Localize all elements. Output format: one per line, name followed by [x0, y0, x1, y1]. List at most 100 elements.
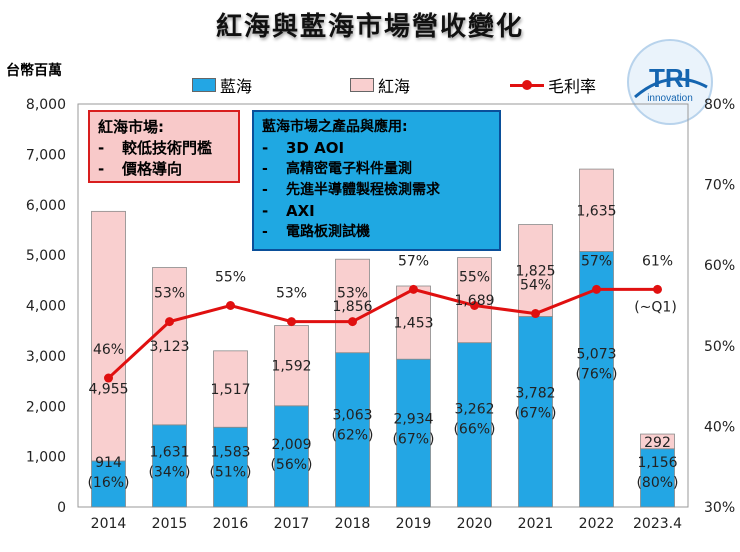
blue-ocean-item: - 高精密電子料件量測 — [262, 161, 412, 177]
bar-red-ocean — [274, 325, 309, 407]
gross-margin-point — [287, 317, 296, 327]
y-tick-label: 2,000 — [26, 399, 66, 415]
tri-logo: TRI innovation — [627, 39, 713, 125]
x-tick-label: 2019 — [396, 516, 432, 532]
x-tick-label: 2020 — [457, 516, 493, 532]
legend-blue-swatch — [192, 78, 216, 92]
value-label-blue-ocean: 2,009 — [271, 437, 311, 453]
gross-margin-point — [226, 301, 235, 310]
x-tick-label: 2014 — [91, 516, 127, 532]
legend-blue-label: 藍海 — [220, 77, 253, 96]
share-label-blue-ocean: (34%) — [148, 465, 190, 481]
bar-red-ocean — [579, 168, 614, 252]
value-label-blue-ocean: 3,262 — [454, 401, 494, 417]
y2-tick-label: 40% — [704, 419, 735, 435]
x-tick-label: 2018 — [335, 516, 371, 532]
value-label-red-ocean: 3,123 — [149, 339, 189, 355]
y2-tick-label: 80% — [704, 97, 735, 113]
x-tick-label: 2016 — [213, 516, 249, 532]
value-label-red-ocean: 1,825 — [515, 264, 555, 280]
red-ocean-title: 紅海市場: — [98, 118, 164, 136]
gross-margin-point — [104, 373, 113, 383]
value-label-blue-ocean: 914 — [95, 455, 122, 471]
bar-blue-ocean — [152, 424, 187, 508]
value-label-red-ocean: 4,955 — [88, 382, 128, 398]
x-tick-label: 2017 — [274, 516, 310, 532]
bar-blue-ocean — [640, 448, 675, 508]
gross-margin-label: 57% — [398, 253, 429, 269]
gross-margin-label: 55% — [459, 270, 490, 286]
y-tick-label: 6,000 — [26, 198, 66, 214]
share-label-blue-ocean: (66%) — [453, 421, 495, 437]
blue-ocean-item: -3D AOI — [262, 139, 345, 157]
legend-line-key — [510, 79, 544, 91]
y-tick-label: 7,000 — [26, 147, 66, 163]
bar-red-ocean — [152, 267, 187, 426]
logo-text-main: TRI — [649, 63, 691, 93]
share-label-blue-ocean: (62%) — [331, 427, 373, 443]
blue-ocean-callout: 藍海市場之產品與應用: -3D AOI - 高精密電子料件量測 - 先進半導體製程檢… — [252, 110, 501, 251]
gross-margin-label: 57% — [581, 253, 612, 269]
bar-blue-ocean — [518, 316, 553, 508]
legend-red: 紅海 — [350, 74, 410, 96]
share-label-blue-ocean: (16%) — [87, 475, 129, 491]
blue-ocean-item: - 電路板測試機 — [262, 224, 370, 240]
legend-red-swatch — [350, 78, 374, 92]
legend-line-label: 毛利率 — [548, 77, 597, 96]
gross-margin-label: 54% — [520, 278, 551, 294]
y-tick-label: 0 — [57, 500, 66, 516]
legend-blue: 藍海 — [192, 74, 252, 96]
bar-red-ocean — [335, 258, 370, 354]
gross-margin-point — [531, 309, 540, 319]
value-label-red-ocean: 1,689 — [454, 293, 494, 309]
value-label-red-ocean: 1,635 — [576, 203, 616, 219]
legend-line: 毛利率 — [510, 74, 596, 96]
share-label-blue-ocean: (67%) — [392, 431, 434, 447]
y-axis-unit-label: 台幣百萬 — [6, 63, 62, 79]
share-label-blue-ocean: (67%) — [514, 406, 556, 422]
y-tick-label: 5,000 — [26, 248, 66, 264]
x-tick-label: 2022 — [579, 516, 615, 532]
x-tick-label: 2021 — [518, 516, 554, 532]
gross-margin-point — [165, 317, 174, 327]
y-tick-label: 3,000 — [26, 349, 66, 365]
share-label-blue-ocean: (56%) — [270, 457, 312, 473]
value-label-blue-ocean: 1,631 — [149, 445, 189, 461]
gross-margin-label: 53% — [154, 286, 185, 302]
y2-tick-label: 60% — [704, 258, 735, 274]
bar-blue-ocean — [213, 426, 248, 508]
gross-margin-note: (~Q1) — [634, 299, 677, 315]
bar-red-ocean — [213, 350, 248, 428]
gross-margin-label: 55% — [215, 270, 246, 286]
value-label-red-ocean: 1,453 — [393, 316, 433, 332]
y2-tick-label: 70% — [704, 178, 735, 194]
gross-margin-point — [409, 284, 418, 294]
bar-red-ocean — [640, 433, 675, 450]
gross-margin-point — [470, 301, 479, 310]
bar-red-ocean — [91, 210, 126, 462]
blue-ocean-item: - AXI — [262, 202, 315, 220]
gross-margin-label: 53% — [276, 286, 307, 302]
value-label-red-ocean: 292 — [644, 435, 671, 451]
red-ocean-callout: 紅海市場: - 較低技術門檻 - 價格導向 — [88, 110, 240, 183]
y-tick-label: 1,000 — [26, 450, 66, 466]
gross-margin-label: 46% — [93, 342, 124, 358]
red-ocean-item: - 價格導向 — [98, 160, 183, 178]
gross-margin-point — [653, 284, 662, 294]
share-label-blue-ocean: (80%) — [636, 475, 678, 491]
value-label-blue-ocean: 3,063 — [332, 407, 372, 423]
red-ocean-item: - 較低技術門檻 — [98, 139, 213, 157]
gross-margin-point — [592, 284, 601, 294]
gross-margin-label: 61% — [642, 253, 673, 269]
gross-margin-line — [107, 287, 658, 380]
bar-blue-ocean — [457, 342, 492, 508]
value-label-blue-ocean: 1,156 — [637, 455, 677, 471]
value-label-blue-ocean: 3,782 — [515, 386, 555, 402]
bar-red-ocean — [396, 285, 431, 360]
bar-red-ocean — [518, 224, 553, 317]
value-label-red-ocean: 1,592 — [271, 359, 311, 375]
y2-tick-label: 30% — [704, 500, 735, 516]
legend-red-label: 紅海 — [378, 77, 411, 96]
value-label-blue-ocean: 2,934 — [393, 411, 433, 427]
